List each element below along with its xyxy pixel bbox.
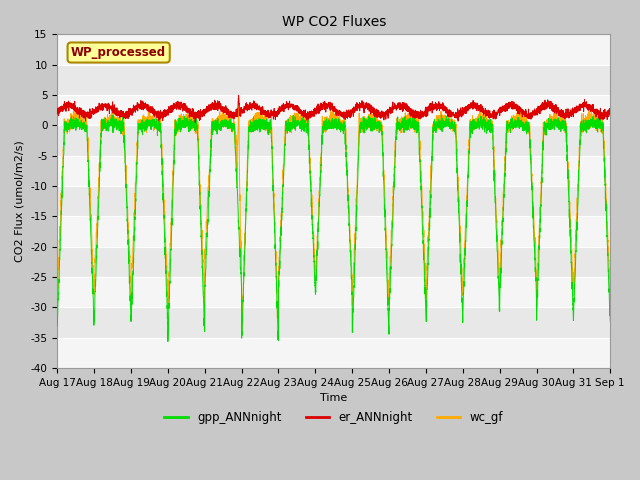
Title: WP CO2 Fluxes: WP CO2 Fluxes (282, 15, 386, 29)
Legend: gpp_ANNnight, er_ANNnight, wc_gf: gpp_ANNnight, er_ANNnight, wc_gf (160, 407, 508, 429)
Y-axis label: CO2 Flux (umol/m2/s): CO2 Flux (umol/m2/s) (15, 140, 25, 262)
Bar (57, 338, 611, 368)
Bar (57, 156, 611, 186)
Bar (57, 95, 611, 125)
Bar (57, 35, 611, 65)
Bar (57, 277, 611, 308)
Text: WP_processed: WP_processed (71, 46, 166, 59)
X-axis label: Time: Time (320, 394, 348, 404)
Bar (57, 216, 611, 247)
